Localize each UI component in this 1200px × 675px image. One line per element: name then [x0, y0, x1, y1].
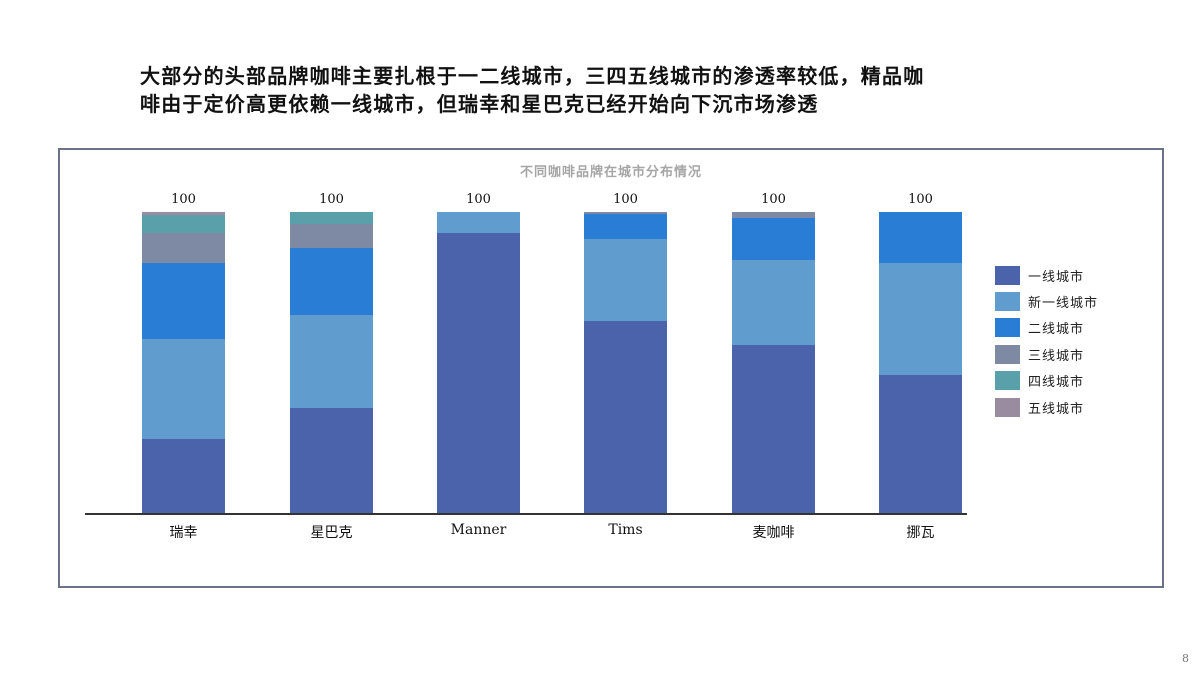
bar-segment	[290, 314, 373, 409]
legend-item: 四线城市	[995, 368, 1098, 394]
legend-label: 二线城市	[1028, 322, 1085, 338]
legend-label: 四线城市	[1028, 375, 1085, 391]
slide-headline: 大部分的头部品牌咖啡主要扎根于一二线城市，三四五线城市的渗透率较低，精品咖 啡由…	[140, 62, 1070, 118]
bar-segment	[584, 213, 667, 240]
bar-segment	[879, 375, 962, 514]
bar-segment	[142, 215, 225, 234]
bar-segment	[732, 260, 815, 345]
bar-segment	[142, 338, 225, 439]
x-axis-category-label: 星巴克	[310, 525, 353, 541]
legend-label: 一线城市	[1028, 269, 1085, 285]
legend-swatch	[995, 344, 1020, 364]
x-axis-category-label: Manner	[450, 522, 507, 538]
legend-swatch	[995, 265, 1020, 285]
legend-swatch	[995, 318, 1020, 338]
legend-item: 二线城市	[995, 315, 1098, 341]
legend-label: 五线城市	[1028, 401, 1085, 417]
bar-total-label: 100	[761, 192, 786, 207]
bar-segment	[142, 263, 225, 339]
bar-segment	[584, 320, 667, 514]
bar-total-label: 100	[908, 192, 933, 207]
bar-3	[584, 212, 667, 514]
headline-line-2: 啡由于定价高更依赖一线城市，但瑞幸和星巴克已经开始向下沉市场渗透	[140, 92, 819, 116]
bar-segment	[290, 248, 373, 315]
bar-2	[437, 212, 520, 514]
bar-total-label: 100	[319, 192, 344, 207]
bar-segment	[290, 224, 373, 249]
bar-5	[879, 212, 962, 514]
bar-total-label: 100	[466, 192, 491, 207]
bar-0	[142, 212, 225, 514]
bar-segment	[437, 212, 520, 234]
plot-area	[85, 212, 965, 514]
bar-segment	[142, 438, 225, 514]
legend-label: 三线城市	[1028, 348, 1085, 364]
chart-frame: 不同咖啡品牌在城市分布情况 100 100 100 100 100 100 瑞幸 星巴克 Ma…	[58, 148, 1164, 588]
legend-item: 三线城市	[995, 341, 1098, 367]
legend-swatch	[995, 292, 1020, 312]
bar-segment	[290, 408, 373, 514]
x-axis-line	[85, 513, 967, 515]
chart-title: 不同咖啡品牌在城市分布情况	[519, 165, 702, 180]
bar-segment	[142, 212, 225, 216]
bar-segment	[437, 233, 520, 514]
headline-line-1: 大部分的头部品牌咖啡主要扎根于一二线城市，三四五线城市的渗透率较低，精品咖	[140, 64, 925, 88]
bar-segment	[584, 239, 667, 321]
bar-4	[732, 212, 815, 514]
bar-segment	[879, 212, 962, 264]
bar-segment	[290, 212, 373, 225]
chart-legend: 一线城市新一线城市二线城市三线城市四线城市五线城市	[995, 262, 1098, 420]
bar-total-label: 100	[613, 192, 638, 207]
bar-segment	[732, 212, 815, 219]
legend-item: 一线城市	[995, 262, 1098, 288]
legend-swatch	[995, 371, 1020, 391]
legend-label: 新一线城市	[1028, 296, 1099, 312]
bar-segment	[879, 263, 962, 376]
x-axis-category-label: Tims	[608, 522, 643, 538]
x-axis-category-label: 挪瓦	[906, 525, 935, 541]
bar-segment	[732, 218, 815, 261]
page-number: 8	[1182, 652, 1189, 665]
bar-segment	[584, 212, 667, 214]
legend-swatch	[995, 397, 1020, 417]
bar-segment	[732, 344, 815, 514]
bar-segment	[142, 233, 225, 264]
x-axis-category-label: 瑞幸	[169, 525, 198, 541]
bar-1	[290, 212, 373, 514]
bar-total-label: 100	[171, 192, 196, 207]
legend-item: 新一线城市	[995, 288, 1098, 314]
x-axis-category-label: 麦咖啡	[752, 525, 795, 541]
legend-item: 五线城市	[995, 394, 1098, 420]
